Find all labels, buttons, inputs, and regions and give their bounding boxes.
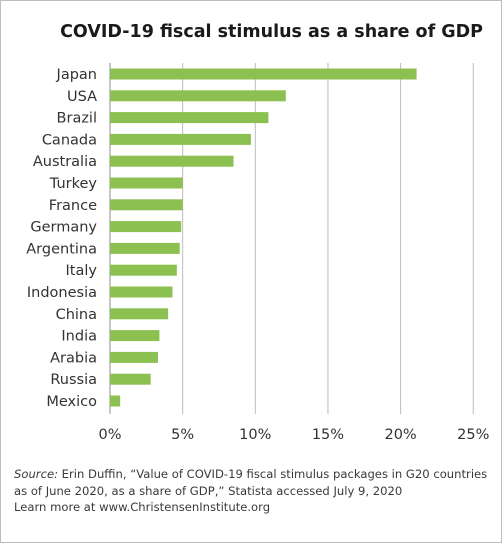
x-tick-label: 10% <box>239 427 271 443</box>
category-label: Germany <box>30 220 97 236</box>
x-tick-labels: 0% 5% 10% 15% 20% 25% <box>98 427 489 443</box>
chart-title: COVID-19 fiscal stimulus as a share of G… <box>60 22 483 42</box>
bar-arabia <box>110 351 158 363</box>
bars <box>110 68 417 407</box>
bar-turkey <box>110 177 183 189</box>
category-label: Japan <box>56 67 97 83</box>
bar-brazil <box>110 112 269 124</box>
bar-australia <box>110 155 234 167</box>
x-tick-label: 25% <box>457 427 489 443</box>
category-label: Russia <box>50 372 97 388</box>
bar-usa <box>110 90 286 102</box>
category-label: France <box>49 198 97 214</box>
source-text: Erin Duffin, “Value of COVID-19 fiscal s… <box>14 467 488 498</box>
category-label: Arabia <box>50 350 97 366</box>
category-label: Turkey <box>49 176 98 192</box>
bar-china <box>110 308 169 320</box>
category-label: India <box>61 329 97 345</box>
bar-argentina <box>110 242 180 254</box>
category-label: USA <box>67 89 97 105</box>
bar-italy <box>110 264 177 276</box>
x-tick-label: 5% <box>171 427 194 443</box>
category-label: Brazil <box>57 111 97 127</box>
bar-mexico <box>110 395 121 407</box>
category-label: China <box>56 307 97 323</box>
category-label: Mexico <box>46 394 97 410</box>
learn-more-text: Learn more at www.ChristensenInstitute.o… <box>14 500 271 514</box>
category-label: Canada <box>42 132 97 148</box>
category-label: Italy <box>66 263 98 279</box>
bar-canada <box>110 133 251 145</box>
category-label: Indonesia <box>27 285 97 301</box>
category-labels: Japan USA Brazil Canada Australia Turkey Franc… <box>26 67 97 410</box>
x-tick-label: 20% <box>384 427 416 443</box>
bar-germany <box>110 221 182 233</box>
bar-japan <box>110 68 417 80</box>
category-label: Argentina <box>26 241 97 257</box>
bar-india <box>110 330 160 342</box>
source-note: Source: Erin Duffin, “Value of COVID-19 … <box>14 466 494 516</box>
category-label: Australia <box>33 154 97 170</box>
bar-russia <box>110 373 151 385</box>
chart: COVID-19 fiscal stimulus as a share of G… <box>26 22 489 443</box>
x-tick-label: 0% <box>98 427 121 443</box>
bar-france <box>110 199 183 211</box>
bar-indonesia <box>110 286 173 298</box>
x-tick-label: 15% <box>312 427 344 443</box>
source-lead: Source: <box>14 467 58 481</box>
